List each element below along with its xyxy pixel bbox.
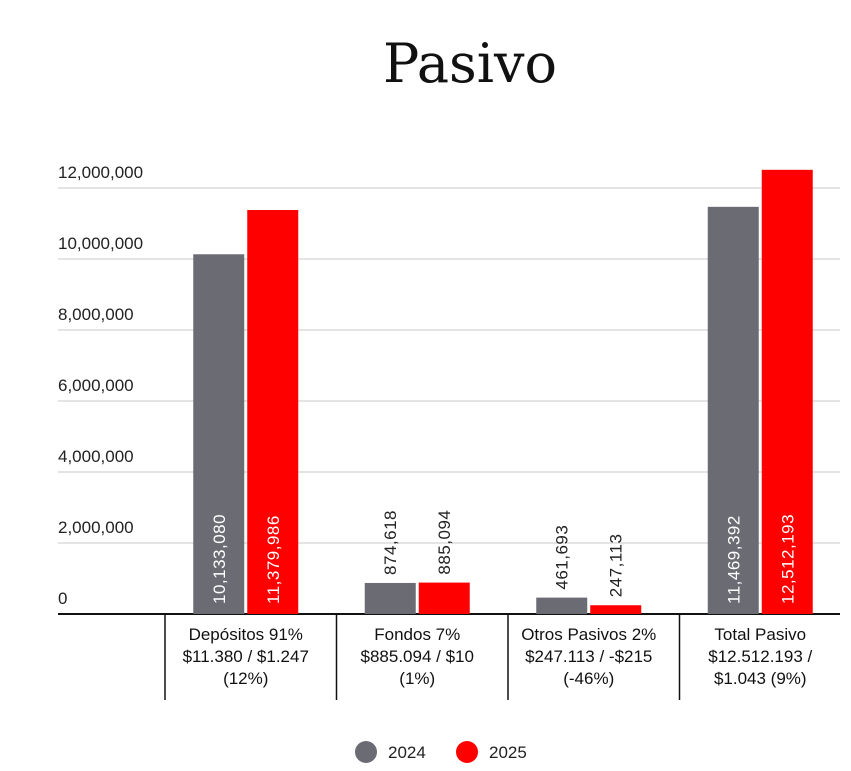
bar bbox=[536, 597, 588, 614]
bar bbox=[590, 605, 642, 614]
y-tick-label: 6,000,000 bbox=[58, 376, 134, 395]
x-tick-label: $885.094 / $10 bbox=[361, 647, 474, 666]
legend-swatch bbox=[456, 741, 478, 763]
value-label: 874,618 bbox=[381, 510, 400, 575]
value-label: 10,133,080 bbox=[210, 514, 229, 604]
value-label: 247,113 bbox=[607, 534, 626, 598]
chart-title: Pasivo bbox=[383, 32, 557, 95]
bar bbox=[707, 206, 759, 614]
y-tick-label: 12,000,000 bbox=[58, 163, 143, 182]
x-tick-label: $11.380 / $1.247 bbox=[183, 647, 309, 666]
value-label: 11,379,986 bbox=[264, 515, 283, 604]
x-tick-label: Otros Pasivos 2% bbox=[521, 625, 656, 644]
y-tick-label: 8,000,000 bbox=[58, 305, 134, 324]
legend-swatch bbox=[355, 741, 377, 763]
y-tick-label: 10,000,000 bbox=[58, 234, 143, 253]
x-tick-label: Depósitos 91% bbox=[189, 625, 303, 644]
legend-label: 2024 bbox=[388, 743, 426, 762]
y-tick-label: 4,000,000 bbox=[58, 447, 134, 466]
y-tick-label: 2,000,000 bbox=[58, 518, 134, 537]
x-tick-label: Total Pasivo bbox=[714, 625, 806, 644]
bar bbox=[364, 582, 416, 614]
x-tick-label: (-46%) bbox=[563, 669, 614, 688]
x-tick-label: (12%) bbox=[223, 669, 268, 688]
value-label: 12,512,193 bbox=[778, 514, 797, 604]
bar bbox=[418, 582, 470, 614]
x-tick-label: $12.512.193 / bbox=[708, 647, 812, 666]
value-label: 885,094 bbox=[435, 510, 454, 575]
bar bbox=[193, 254, 245, 614]
value-label: 461,693 bbox=[553, 525, 572, 590]
x-tick-label: (1%) bbox=[399, 669, 435, 688]
x-tick-label: Fondos 7% bbox=[374, 625, 460, 644]
value-label: 11,469,392 bbox=[724, 515, 743, 604]
bar bbox=[761, 169, 813, 615]
bar bbox=[247, 210, 299, 614]
x-tick-label: $1.043 (9%) bbox=[714, 669, 807, 688]
x-tick-label: $247.113 / -$215 bbox=[525, 647, 652, 666]
legend-label: 2025 bbox=[489, 743, 527, 762]
y-tick-label: 0 bbox=[58, 589, 67, 608]
